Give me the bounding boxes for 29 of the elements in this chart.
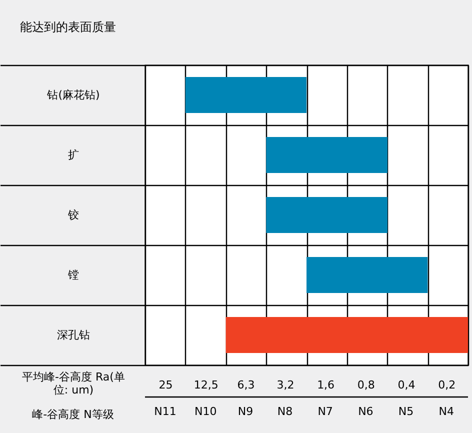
- text: N8: [277, 405, 293, 418]
- x-tick-label: 1,6: [317, 378, 335, 392]
- x-tick-label: 12,5: [194, 378, 218, 392]
- text: N9: [238, 405, 254, 418]
- x-tick-label: 3,2: [276, 378, 294, 392]
- y-tick-label: 钻(麻花钻): [46, 88, 100, 102]
- x-tick-label: 0,2: [438, 378, 456, 392]
- x-axis-title: 平均峰-谷高度 Ra(单位: um): [22, 370, 125, 396]
- text: N5: [398, 405, 414, 418]
- bar: [185, 77, 307, 113]
- x-tick-label: 0,8: [357, 378, 375, 392]
- text: N11: [154, 405, 176, 418]
- text: N7: [318, 405, 333, 418]
- text: 峰-谷高度 N等级: [32, 408, 114, 421]
- y-tick-label: 镗: [67, 268, 79, 282]
- bar: [266, 137, 388, 173]
- text: N6: [358, 405, 374, 418]
- x-tick-label: 25: [158, 378, 173, 392]
- y-tick-label: 扩: [68, 148, 79, 162]
- text: N10: [194, 405, 217, 418]
- bar: [306, 257, 428, 293]
- x-tick-label: 6,3: [237, 378, 255, 392]
- y-tick-label: 铰: [67, 208, 79, 222]
- x-tick-label: 0,4: [398, 378, 416, 392]
- bar: [226, 317, 468, 353]
- bar: [266, 197, 388, 233]
- text: N4: [438, 405, 454, 418]
- chart-title: 能达到的表面质量: [20, 20, 116, 34]
- y-tick-label: 深孔钻: [57, 328, 90, 342]
